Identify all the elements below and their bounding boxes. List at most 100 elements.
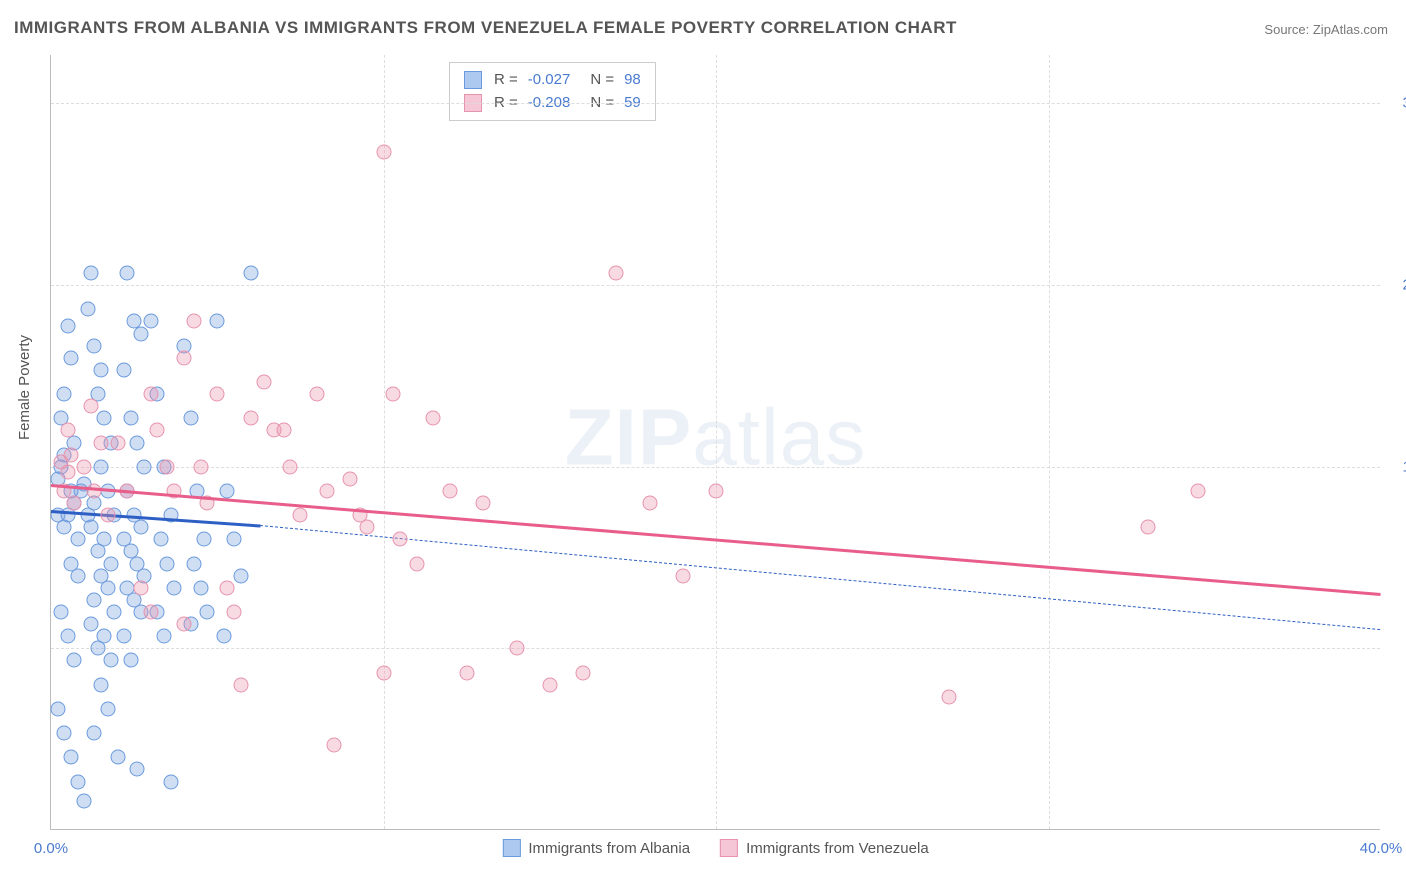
series-legend: Immigrants from Albania Immigrants from V… xyxy=(502,839,928,857)
data-point xyxy=(200,605,215,620)
data-point xyxy=(359,520,374,535)
y-tick-label: 15.0% xyxy=(1390,458,1406,475)
data-point xyxy=(83,265,98,280)
data-point xyxy=(157,629,172,644)
data-point xyxy=(117,629,132,644)
data-point xyxy=(542,677,557,692)
data-point xyxy=(210,314,225,329)
data-point xyxy=(343,471,358,486)
y-tick-label: 22.5% xyxy=(1390,277,1406,294)
data-point xyxy=(67,653,82,668)
r-value: -0.027 xyxy=(528,69,571,92)
x-gridline xyxy=(384,55,385,829)
data-point xyxy=(177,350,192,365)
source-attribution: Source: ZipAtlas.com xyxy=(1264,22,1388,37)
data-point xyxy=(220,580,235,595)
data-point xyxy=(87,726,102,741)
data-point xyxy=(226,532,241,547)
data-point xyxy=(57,387,72,402)
trend-line-extrapolated xyxy=(260,525,1381,630)
n-label: N = xyxy=(590,69,614,92)
data-point xyxy=(133,520,148,535)
data-point xyxy=(83,617,98,632)
data-point xyxy=(77,459,92,474)
data-point xyxy=(100,580,115,595)
data-point xyxy=(77,793,92,808)
legend-swatch xyxy=(464,71,482,89)
data-point xyxy=(426,411,441,426)
data-point xyxy=(226,605,241,620)
data-point xyxy=(50,701,65,716)
data-point xyxy=(53,605,68,620)
data-point xyxy=(57,726,72,741)
y-tick-label: 7.5% xyxy=(1390,640,1406,657)
series-legend-item: Immigrants from Albania xyxy=(502,839,690,857)
data-point xyxy=(319,483,334,498)
data-point xyxy=(233,677,248,692)
data-point xyxy=(87,483,102,498)
legend-row: R = -0.027 N = 98 xyxy=(464,69,641,92)
data-point xyxy=(93,677,108,692)
data-point xyxy=(393,532,408,547)
data-point xyxy=(293,508,308,523)
data-point xyxy=(63,447,78,462)
data-point xyxy=(243,265,258,280)
data-point xyxy=(196,532,211,547)
data-point xyxy=(186,314,201,329)
data-point xyxy=(130,762,145,777)
data-point xyxy=(143,314,158,329)
series-name: Immigrants from Venezuela xyxy=(746,840,929,857)
data-point xyxy=(87,592,102,607)
data-point xyxy=(67,496,82,511)
data-point xyxy=(609,265,624,280)
data-point xyxy=(276,423,291,438)
data-point xyxy=(177,617,192,632)
data-point xyxy=(60,629,75,644)
data-point xyxy=(642,496,657,511)
legend-swatch xyxy=(502,839,520,857)
watermark-light: atlas xyxy=(692,392,866,481)
data-point xyxy=(256,374,271,389)
data-point xyxy=(93,459,108,474)
source-label: Source: xyxy=(1264,22,1309,37)
data-point xyxy=(103,556,118,571)
data-point xyxy=(160,459,175,474)
data-point xyxy=(193,580,208,595)
data-point xyxy=(137,459,152,474)
chart-title: IMMIGRANTS FROM ALBANIA VS IMMIGRANTS FR… xyxy=(14,18,957,38)
data-point xyxy=(183,411,198,426)
data-point xyxy=(476,496,491,511)
data-point xyxy=(110,750,125,765)
data-point xyxy=(60,423,75,438)
data-point xyxy=(133,580,148,595)
legend-swatch xyxy=(720,839,738,857)
data-point xyxy=(143,605,158,620)
data-point xyxy=(103,653,118,668)
data-point xyxy=(1141,520,1156,535)
r-label: R = xyxy=(494,69,518,92)
data-point xyxy=(60,319,75,334)
data-point xyxy=(70,532,85,547)
data-point xyxy=(160,556,175,571)
data-point xyxy=(100,508,115,523)
data-point xyxy=(167,580,182,595)
data-point xyxy=(459,665,474,680)
data-point xyxy=(576,665,591,680)
data-point xyxy=(63,750,78,765)
data-point xyxy=(193,459,208,474)
n-value: 98 xyxy=(624,69,641,92)
chart-plot-area: ZIPatlas R =-0.027N =98R =-0.208N =59 Im… xyxy=(50,55,1380,830)
data-point xyxy=(93,362,108,377)
source-name: ZipAtlas.com xyxy=(1313,22,1388,37)
data-point xyxy=(386,387,401,402)
data-point xyxy=(675,568,690,583)
data-point xyxy=(70,568,85,583)
data-point xyxy=(443,483,458,498)
series-name: Immigrants from Albania xyxy=(528,840,690,857)
data-point xyxy=(509,641,524,656)
data-point xyxy=(123,653,138,668)
data-point xyxy=(100,701,115,716)
data-point xyxy=(90,641,105,656)
y-axis-label: Female Poverty xyxy=(16,335,33,440)
data-point xyxy=(220,483,235,498)
